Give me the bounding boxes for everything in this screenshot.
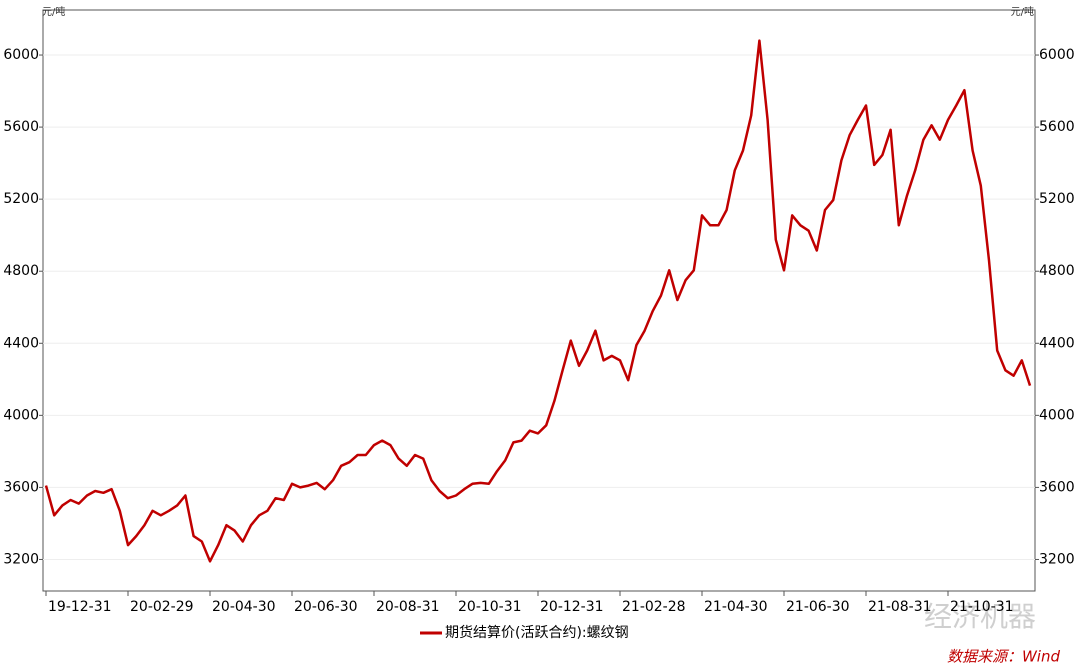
y2-tick-label: 4000 bbox=[1039, 407, 1075, 423]
y-tick-label: 3600 bbox=[3, 479, 39, 495]
y2-tick-label: 3200 bbox=[1039, 551, 1075, 567]
x-tick-label: 20-10-31 bbox=[458, 599, 522, 615]
y-tick-label: 4400 bbox=[3, 335, 39, 351]
y-unit: 元/吨 bbox=[42, 5, 65, 18]
watermark: 经济机器 bbox=[924, 600, 1036, 633]
x-tick-label: 20-04-30 bbox=[212, 599, 276, 615]
source: 数据来源：Wind bbox=[947, 648, 1061, 666]
y2-tick-label: 6000 bbox=[1039, 47, 1075, 63]
x-tick-label: 21-06-30 bbox=[786, 599, 850, 615]
y-tick-label: 4800 bbox=[3, 263, 39, 279]
x-tick-label: 21-04-30 bbox=[704, 599, 768, 615]
x-tick-label: 20-12-31 bbox=[540, 599, 604, 615]
y-tick-label: 5200 bbox=[3, 191, 39, 207]
x-tick-label: 21-08-31 bbox=[868, 599, 932, 615]
data-line bbox=[44, 39, 1032, 563]
x-tick-label: 21-02-28 bbox=[622, 599, 686, 615]
x-tick-label: 20-02-29 bbox=[130, 599, 194, 615]
y2-unit: 元/吨 bbox=[1011, 5, 1034, 18]
y-tick-label: 5600 bbox=[3, 119, 39, 135]
y2-tick-label: 3600 bbox=[1039, 479, 1075, 495]
y2-tick-label: 5200 bbox=[1039, 191, 1075, 207]
x-tick-label: 20-08-31 bbox=[376, 599, 440, 615]
x-tick-label: 20-06-30 bbox=[294, 599, 358, 615]
x-tick-label: 21-10-31 bbox=[950, 599, 1014, 615]
y-tick-label: 4000 bbox=[3, 407, 39, 423]
y-tick-label: 3200 bbox=[3, 551, 39, 567]
legend-label: 期货结算价(活跃合约):螺纹钢 bbox=[445, 624, 629, 641]
y2-tick-label: 4800 bbox=[1039, 263, 1075, 279]
x-tick-label: 19-12-31 bbox=[48, 599, 112, 615]
plot-frame bbox=[42, 9, 1036, 592]
y-tick-label: 6000 bbox=[3, 47, 39, 63]
y2-tick-label: 4400 bbox=[1039, 335, 1075, 351]
y2-tick-label: 5600 bbox=[1039, 119, 1075, 135]
